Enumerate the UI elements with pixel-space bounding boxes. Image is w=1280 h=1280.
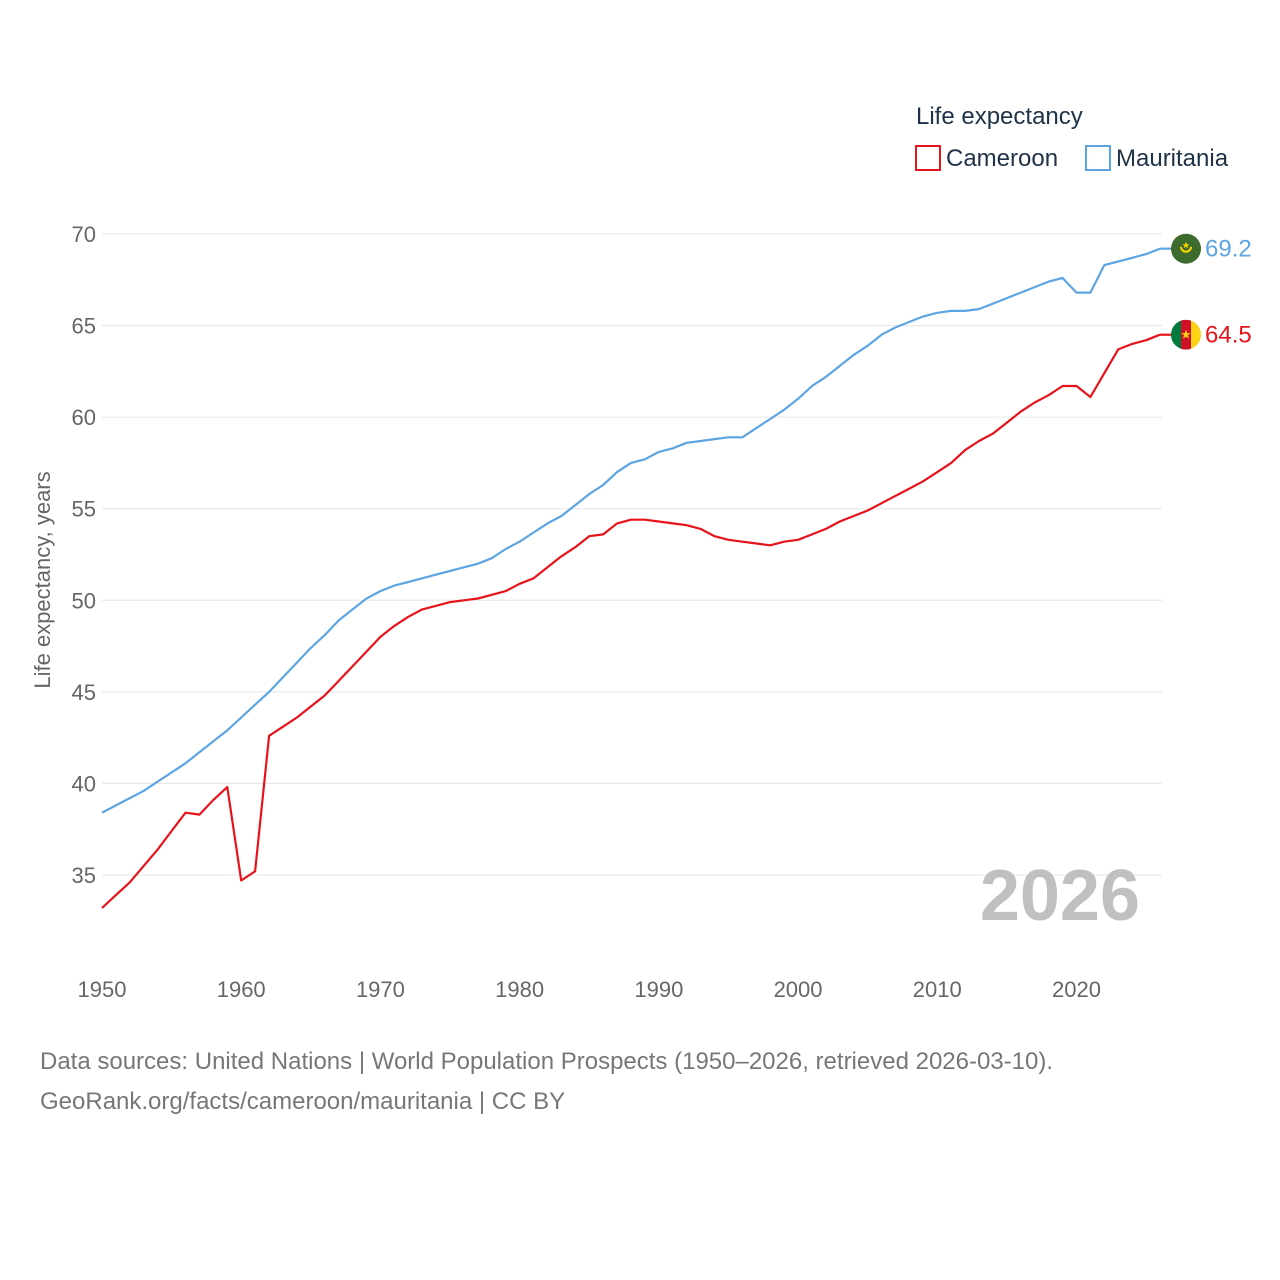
end-label-mauritania: 69.2 [1205, 236, 1252, 263]
x-tick-label: 1960 [217, 977, 266, 1002]
x-tick-label: 2000 [774, 977, 823, 1002]
y-axis-label: Life expectancy, years [30, 471, 55, 688]
x-tick-label: 2010 [913, 977, 962, 1002]
series-lines [101, 247, 1172, 909]
legend-label-cameroon: Cameroon [946, 145, 1058, 172]
end-label-cameroon: 64.5 [1205, 322, 1252, 349]
mauritania-flag-icon [1171, 233, 1201, 264]
x-tick-label: 1980 [495, 977, 544, 1002]
source-line-1: Data sources: United Nations | World Pop… [40, 1048, 1054, 1075]
series-line-cameroon [101, 333, 1161, 909]
y-tick-label: 55 [72, 497, 96, 522]
grid-lines [102, 233, 1162, 876]
end-marker-mauritania: 69.2 [1171, 233, 1252, 264]
series-line-mauritania [101, 247, 1161, 814]
y-tick-label: 60 [72, 405, 96, 430]
y-tick-label: 40 [72, 771, 96, 796]
x-tick-label: 1990 [634, 977, 683, 1002]
cameroon-flag-icon [1171, 319, 1201, 350]
y-tick-label: 45 [72, 680, 96, 705]
y-tick-label: 70 [72, 222, 96, 247]
y-tick-label: 65 [72, 314, 96, 339]
x-tick-label: 1970 [356, 977, 405, 1002]
year-watermark: 2026 [980, 856, 1140, 936]
end-marker-cameroon: 64.5 [1171, 319, 1252, 350]
legend-title: Life expectancy [916, 103, 1083, 130]
y-axis-ticks: 35 40 45 50 55 60 65 70 [72, 222, 96, 888]
x-axis-ticks: 1950 1960 1970 1980 1990 2000 2010 2020 [78, 977, 1101, 1002]
source-note: Data sources: United Nations | World Pop… [40, 1042, 1240, 1122]
y-tick-label: 50 [72, 588, 96, 613]
x-tick-label: 1950 [78, 977, 127, 1002]
legend: Life expectancy Cameroon Mauritania [915, 103, 1229, 172]
legend-swatch-mauritania [1085, 145, 1111, 171]
legend-label-mauritania: Mauritania [1116, 145, 1229, 172]
legend-swatch-cameroon [915, 145, 941, 171]
x-tick-label: 2020 [1052, 977, 1101, 1002]
source-line-2[interactable]: GeoRank.org/facts/cameroon/mauritania | … [40, 1088, 566, 1115]
y-tick-label: 35 [72, 863, 96, 888]
legend-item-mauritania[interactable]: Mauritania [1085, 145, 1229, 172]
legend-item-cameroon[interactable]: Cameroon [915, 145, 1058, 172]
